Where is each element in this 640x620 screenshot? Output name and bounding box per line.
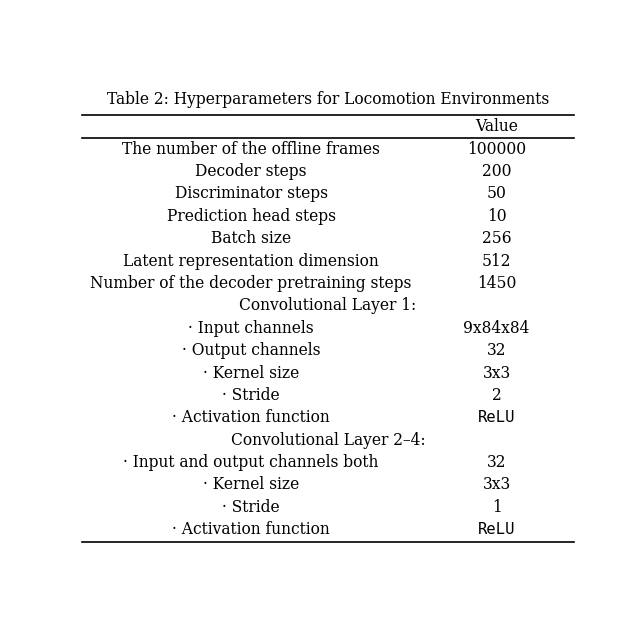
Text: 50: 50 [486,185,507,203]
Text: · Activation function: · Activation function [172,521,330,538]
Text: ReLU: ReLU [478,410,515,425]
Text: · Input channels: · Input channels [188,320,314,337]
Text: 512: 512 [482,252,511,270]
Text: · Stride: · Stride [222,387,280,404]
Text: · Output channels: · Output channels [182,342,321,359]
Text: 3x3: 3x3 [483,365,511,381]
Text: Discriminator steps: Discriminator steps [175,185,328,203]
Text: Value: Value [476,118,518,135]
Text: 3x3: 3x3 [483,476,511,494]
Text: · Kernel size: · Kernel size [203,476,300,494]
Text: Prediction head steps: Prediction head steps [166,208,335,225]
Text: Convolutional Layer 2–4:: Convolutional Layer 2–4: [230,432,426,449]
Text: · Input and output channels both: · Input and output channels both [124,454,379,471]
Text: · Stride: · Stride [222,499,280,516]
Text: Convolutional Layer 1:: Convolutional Layer 1: [239,298,417,314]
Text: Latent representation dimension: Latent representation dimension [124,252,379,270]
Text: · Kernel size: · Kernel size [203,365,300,381]
Text: · Activation function: · Activation function [172,409,330,427]
Text: Decoder steps: Decoder steps [195,163,307,180]
Text: 200: 200 [482,163,511,180]
Text: 1: 1 [492,499,502,516]
Text: 256: 256 [482,230,511,247]
Text: 9x84x84: 9x84x84 [463,320,530,337]
Text: 1450: 1450 [477,275,516,292]
Text: 32: 32 [487,342,506,359]
Text: Number of the decoder pretraining steps: Number of the decoder pretraining steps [90,275,412,292]
Text: 100000: 100000 [467,141,526,157]
Text: Table 2: Hyperparameters for Locomotion Environments: Table 2: Hyperparameters for Locomotion … [107,91,549,108]
Text: The number of the offline frames: The number of the offline frames [122,141,380,157]
Text: 10: 10 [487,208,506,225]
Text: ReLU: ReLU [478,522,515,537]
Text: Batch size: Batch size [211,230,291,247]
Text: 2: 2 [492,387,502,404]
Text: 32: 32 [487,454,506,471]
